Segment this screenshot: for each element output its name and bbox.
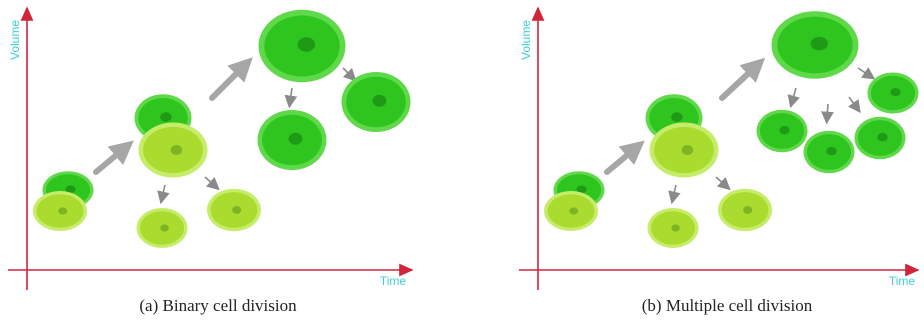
figure: Volume Time (a) Binary cell division Vol… <box>0 0 924 324</box>
cell <box>33 191 87 231</box>
cell <box>544 191 598 231</box>
cell <box>650 123 719 178</box>
caption: (b) Multiple cell division <box>642 296 813 315</box>
cell <box>757 110 808 153</box>
caption: (a) Binary cell division <box>139 296 297 315</box>
cell <box>718 189 772 232</box>
cell <box>139 123 208 178</box>
arrow <box>290 88 292 102</box>
arrow <box>96 152 120 172</box>
arrow <box>673 185 676 198</box>
x-axis-label: Time <box>889 274 916 288</box>
cell <box>868 73 919 114</box>
arrow <box>792 88 796 102</box>
cell <box>772 11 859 79</box>
arrow <box>827 104 828 118</box>
arrow <box>858 68 870 76</box>
cell <box>137 208 188 248</box>
arrow <box>343 68 352 77</box>
panel-b: Volume Time (b) Multiple cell division <box>519 8 919 315</box>
x-axis-label: Time <box>380 274 407 288</box>
arrow <box>162 185 165 198</box>
cell <box>855 117 906 160</box>
arrow <box>716 177 726 186</box>
arrow <box>205 177 215 186</box>
cell <box>342 72 411 132</box>
cell <box>259 10 346 83</box>
cell <box>207 189 261 232</box>
arrow <box>722 70 752 98</box>
y-axis-label: Volume <box>8 20 22 60</box>
y-axis-label: Volume <box>519 20 533 60</box>
arrow <box>212 70 240 98</box>
cell <box>804 131 855 174</box>
cell <box>648 208 699 248</box>
arrow <box>849 97 857 108</box>
cell <box>258 110 327 170</box>
panel-a: Volume Time (a) Binary cell division <box>8 8 412 315</box>
arrow <box>607 152 631 172</box>
